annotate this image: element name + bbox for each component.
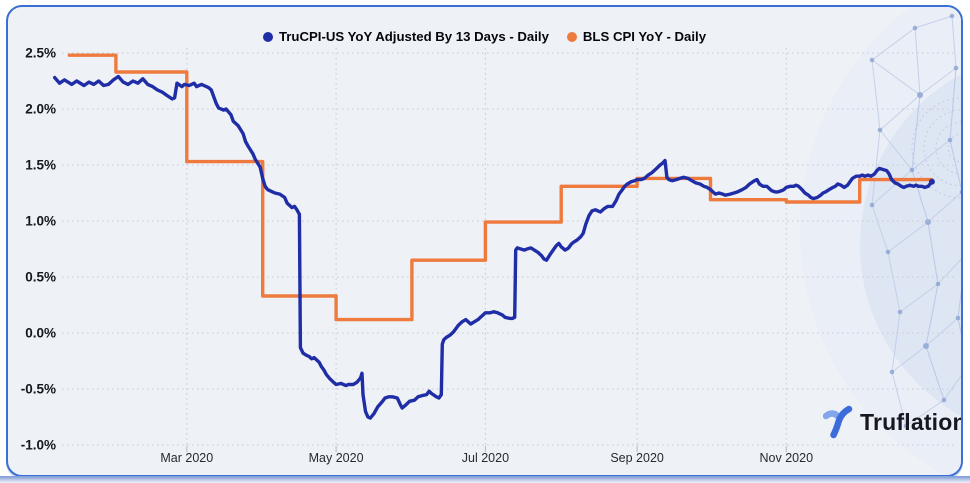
chart-svg: 2.5% 2.0% 1.5% 1.0% 0.5% 0.0% -0.5% -1.0% Mar 20… <box>21 7 961 475</box>
legend-label-bls: BLS CPI YoY - Daily <box>582 29 707 44</box>
truflation-logo-text: Truflation <box>860 408 963 435</box>
trucpi-line-end-dot <box>928 178 935 185</box>
globe-arc <box>935 121 961 175</box>
globe-decoration <box>800 7 961 475</box>
y-tick-label: 0.5% <box>25 270 56 285</box>
y-tick-label: -1.0% <box>21 438 56 453</box>
x-tick-label: May 2020 <box>309 451 364 465</box>
truflation-logo[interactable]: Truflation <box>823 404 963 440</box>
truflation-logo-icon <box>823 405 853 439</box>
legend-label-trucpi: TruCPI-US YoY Adjusted By 13 Days - Dail… <box>278 29 549 44</box>
x-tick-label: Mar 2020 <box>160 451 213 465</box>
y-tick-label: 2.5% <box>25 46 56 61</box>
trucpi-line <box>53 74 934 420</box>
legend-dot-bls-icon <box>566 31 577 42</box>
bottom-edge-bar <box>0 476 970 483</box>
legend-item-trucpi[interactable]: TruCPI-US YoY Adjusted By 13 Days - Dail… <box>262 29 549 44</box>
legend: TruCPI-US YoY Adjusted By 13 Days - Dail… <box>8 29 961 44</box>
legend-dot-trucpi-icon <box>262 31 273 42</box>
y-tick-label: 1.5% <box>25 158 56 173</box>
x-tick-label: Nov 2020 <box>760 451 814 465</box>
x-tick-label: Sep 2020 <box>610 451 664 465</box>
series-group <box>53 53 935 420</box>
y-tick-label: 0.0% <box>25 326 56 341</box>
bls-cpi-line <box>67 53 934 322</box>
y-tick-label: 2.0% <box>25 102 56 117</box>
mesh-nodes <box>869 13 961 429</box>
y-tick-label: -0.5% <box>21 382 56 397</box>
globe-inner-circle <box>860 74 961 416</box>
axis-labels-group: 2.5% 2.0% 1.5% 1.0% 0.5% 0.0% -0.5% -1.0% Mar 20… <box>21 46 813 466</box>
x-tick-label: Jul 2020 <box>462 451 509 465</box>
legend-item-bls[interactable]: BLS CPI YoY - Daily <box>566 29 707 44</box>
y-tick-label: 1.0% <box>25 214 56 229</box>
globe-arc <box>911 97 961 199</box>
chart-card: 2.5% 2.0% 1.5% 1.0% 0.5% 0.0% -0.5% -1.0% Mar 20… <box>6 5 963 477</box>
